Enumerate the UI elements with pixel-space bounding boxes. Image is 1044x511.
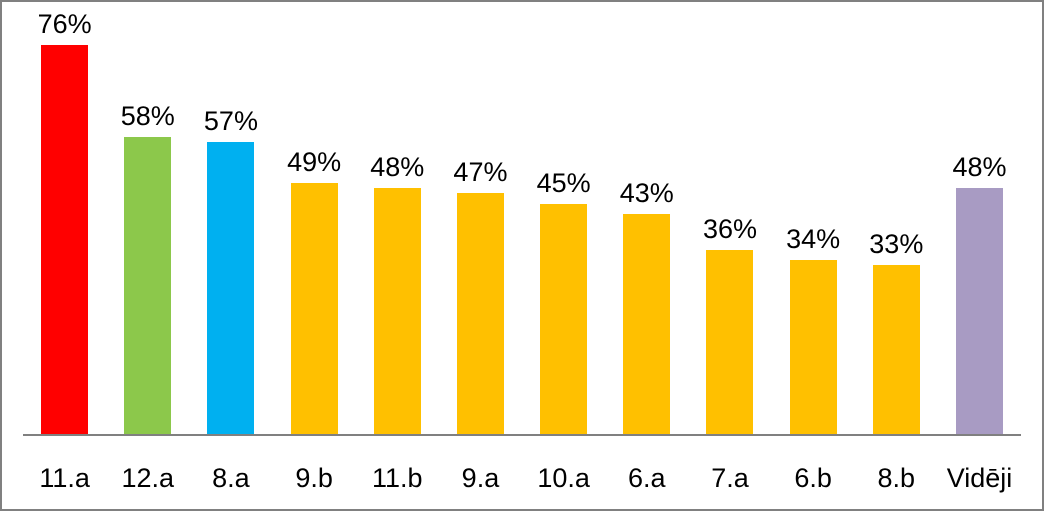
bar-column-9.b: 49%: [273, 145, 356, 434]
bar-column-11.b: 48%: [356, 150, 439, 434]
category-label-6.b: 6.b: [794, 463, 832, 493]
bar-11.b: [373, 188, 421, 434]
bar-11.a: [41, 45, 89, 434]
category-label-Vidēji: Vidēji: [946, 463, 1013, 493]
bar-column-9.a: 47%: [439, 155, 522, 434]
category-label-6.a: 6.a: [628, 463, 666, 493]
bar-column-10.a: 45%: [522, 166, 605, 434]
category-label-12.a: 12.a: [121, 463, 175, 493]
bar-9.a: [456, 193, 504, 434]
bar-value-label: 58%: [120, 101, 175, 131]
bar-column-7.a: 36%: [688, 212, 771, 434]
bar-column-6.b: 34%: [772, 222, 855, 434]
bar-column-Vidēji: 48%: [938, 150, 1021, 434]
bar-6.b: [789, 260, 837, 434]
bar-column-8.b: 33%: [855, 227, 938, 434]
category-label-10.a: 10.a: [537, 463, 590, 493]
bar-6.a: [623, 214, 671, 434]
category-label-8.a: 8.a: [212, 463, 250, 493]
bar-column-8.a: 57%: [189, 104, 272, 434]
bar-column-11.a: 76%: [23, 7, 106, 434]
category-label-8.b: 8.b: [877, 463, 916, 493]
bar-value-label: 49%: [287, 147, 342, 177]
bar-9.b: [290, 183, 338, 434]
bar-Vidēji: [955, 188, 1003, 434]
bar-value-label: 57%: [203, 106, 258, 136]
category-label-9.b: 9.b: [295, 463, 333, 493]
category-label-11.a: 11.a: [39, 463, 90, 493]
category-axis-labels: 11.a 12.a 8.a 9.b 11.b 9.a 10.a 6.a 7.a 6.b 8.b Vid…: [23, 461, 1021, 495]
bars-row: 76% 58% 57% 49% 48% 47% 45% 43% 36% 34% 33% 48%: [23, 7, 1021, 434]
category-label-9.a: 9.a: [461, 463, 500, 493]
bar-value-label: 47%: [453, 157, 508, 187]
category-label-7.a: 7.a: [711, 463, 749, 493]
bar-column-12.a: 58%: [106, 99, 189, 434]
bar-8.a: [207, 142, 255, 434]
x-axis-line: [23, 434, 1021, 436]
bar-value-label: 45%: [536, 168, 591, 198]
bar-value-label: 43%: [619, 178, 674, 208]
category-label-11.b: 11.b: [372, 463, 423, 493]
bar-value-label: 48%: [952, 152, 1007, 182]
bar-value-label: 76%: [37, 9, 92, 39]
bar-value-label: 34%: [786, 224, 841, 254]
bar-column-6.a: 43%: [605, 176, 688, 434]
bar-value-label: 33%: [869, 229, 924, 259]
bar-10.a: [540, 204, 588, 434]
bar-8.b: [872, 265, 920, 434]
bar-value-label: 48%: [370, 152, 425, 182]
bar-value-label: 36%: [702, 214, 757, 244]
bar-7.a: [706, 250, 754, 434]
bar-12.a: [124, 137, 172, 434]
